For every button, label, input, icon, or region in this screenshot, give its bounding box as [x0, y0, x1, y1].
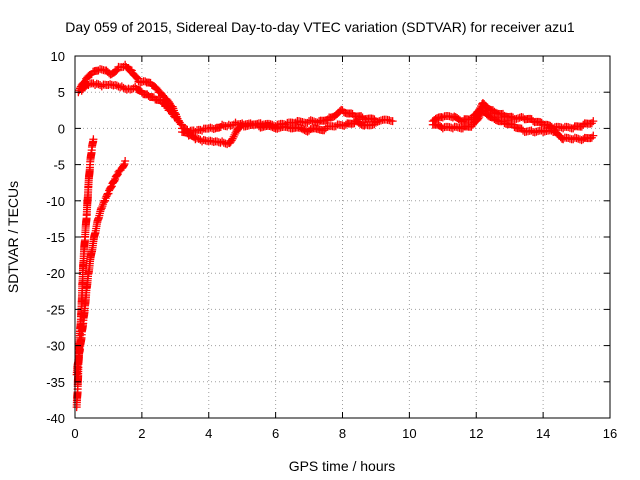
trace-point: [132, 72, 141, 81]
data-point: [121, 156, 130, 165]
y-tick-label: -35: [46, 375, 65, 390]
trace-point: [107, 183, 116, 192]
trace-point: [228, 134, 237, 143]
trace-point: [119, 161, 128, 170]
trace-point: [229, 132, 238, 141]
data-point: [388, 117, 397, 126]
data-point: [438, 113, 447, 122]
x-tick-label: 8: [339, 426, 346, 441]
trace-point: [193, 134, 202, 143]
y-tick-label: 10: [51, 49, 65, 64]
trace-point: [152, 84, 161, 93]
series-recovery-curve: [72, 156, 130, 379]
data-point: [89, 135, 98, 144]
data-point: [589, 117, 598, 126]
data-point: [331, 122, 340, 131]
x-tick-label: 16: [603, 426, 617, 441]
trace-point: [370, 120, 379, 129]
data-point: [438, 124, 447, 133]
y-tick-label: -25: [46, 302, 65, 317]
x-tick-label: 6: [272, 426, 279, 441]
trace-point: [308, 116, 317, 125]
data-point: [448, 124, 457, 133]
trace-point: [112, 171, 121, 180]
y-tick-label: -5: [53, 158, 65, 173]
x-tick-label: 2: [138, 426, 145, 441]
data-points: [72, 60, 598, 412]
series-late-band-a: [428, 99, 598, 133]
series-daytime-upper: [74, 60, 183, 126]
y-tick-label: 0: [58, 121, 65, 136]
data-point: [589, 131, 598, 140]
trace-point: [106, 183, 115, 192]
x-tick-labels: 0 2 4 6 8 10 12 14 16: [71, 426, 617, 441]
trace-point: [132, 73, 141, 82]
trace-point: [119, 83, 128, 92]
x-tick-label: 12: [469, 426, 483, 441]
data-point: [97, 82, 106, 91]
y-tick-label: -30: [46, 339, 65, 354]
series-late-band-b: [428, 106, 598, 145]
series-afternoon-band-b: [178, 117, 380, 149]
y-tick-label: -40: [46, 411, 65, 426]
data-point: [218, 120, 227, 129]
trace-point: [475, 112, 484, 121]
data-point: [198, 126, 207, 135]
trace-point: [230, 130, 239, 139]
data-point: [97, 204, 106, 213]
x-tick-label: 0: [71, 426, 78, 441]
data-point: [509, 113, 518, 122]
data-point: [231, 118, 240, 127]
trace-point: [196, 125, 205, 134]
trace-point: [557, 123, 566, 132]
data-point: [84, 80, 93, 89]
series-afternoon-band-a: [178, 105, 397, 137]
y-axis-title: SDTVAR / TECUs: [5, 181, 21, 293]
grid-lines: [75, 56, 610, 418]
x-axis-title: GPS time / hours: [289, 458, 396, 474]
y-tick-label: -15: [46, 230, 65, 245]
trace-point: [447, 123, 456, 132]
axis-ticks: [74, 55, 611, 419]
data-point: [371, 118, 380, 127]
data-point: [238, 120, 247, 129]
trace-point: [103, 190, 112, 199]
trace-point: [273, 124, 282, 133]
trace-point: [530, 128, 539, 137]
data-point: [559, 135, 568, 144]
trace-point: [99, 198, 108, 207]
x-tick-label: 4: [205, 426, 212, 441]
trace-point: [227, 136, 236, 145]
chart-title: Day 059 of 2015, Sidereal Day-to-day VTE…: [65, 19, 575, 35]
y-tick-label: -10: [46, 194, 65, 209]
y-tick-labels: -40 -35 -30 -25 -20 -15 -10 -5 0 5 10: [46, 49, 65, 426]
trace-point: [476, 111, 485, 120]
y-tick-label: -20: [46, 266, 65, 281]
data-point: [559, 124, 568, 133]
trace-point: [110, 176, 119, 185]
x-tick-label: 14: [536, 426, 550, 441]
y-tick-label: 5: [58, 85, 65, 100]
series-daytime-lower: [77, 79, 186, 129]
trace-point: [112, 81, 121, 90]
trace-point: [527, 126, 536, 135]
x-tick-label: 10: [402, 426, 416, 441]
data-point: [519, 126, 528, 135]
